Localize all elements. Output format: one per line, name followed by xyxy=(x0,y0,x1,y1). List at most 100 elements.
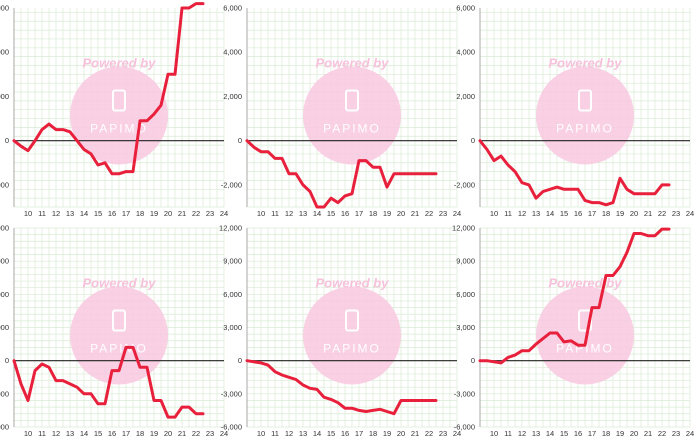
data-point xyxy=(97,402,99,405)
x-tick-label: 20 xyxy=(397,209,405,218)
x-tick-label: 15 xyxy=(94,429,102,438)
y-tick-label: 12,000 xyxy=(219,224,242,233)
data-point xyxy=(633,192,635,195)
data-point xyxy=(386,186,388,188)
watermark-circle xyxy=(536,66,634,165)
watermark-text: Powered by xyxy=(83,276,157,291)
series-line xyxy=(245,359,438,416)
data-point xyxy=(528,184,530,186)
data-point xyxy=(640,192,642,195)
watermark-circle xyxy=(536,286,634,385)
data-point xyxy=(195,412,197,415)
y-tick-label: 0 xyxy=(238,136,242,145)
data-point xyxy=(479,139,481,142)
watermark-text: Powered by xyxy=(83,56,157,71)
x-tick-label: 14 xyxy=(80,429,88,438)
x-tick-label: 23 xyxy=(672,429,680,438)
data-point xyxy=(160,104,162,107)
data-point xyxy=(181,406,183,408)
x-tick-label: 23 xyxy=(672,209,680,218)
data-point xyxy=(316,388,318,391)
series-line xyxy=(12,2,205,176)
data-point xyxy=(549,188,551,191)
data-point xyxy=(153,113,155,115)
x-tick-label: 23 xyxy=(206,429,214,438)
watermark-logo-icon xyxy=(345,309,359,332)
data-point xyxy=(55,128,57,131)
data-point xyxy=(139,366,141,369)
y-tick-label: -3,000 xyxy=(454,389,475,398)
watermark-circle xyxy=(70,286,168,385)
y-tick-label: 0 xyxy=(238,356,242,365)
series-line xyxy=(478,227,671,365)
watermark-text: Powered by xyxy=(316,56,390,71)
data-point xyxy=(591,201,593,204)
data-point xyxy=(435,173,437,175)
data-point xyxy=(295,378,297,381)
data-point xyxy=(605,274,607,277)
data-point xyxy=(365,159,367,162)
watermark-logo-icon xyxy=(578,89,592,112)
x-tick-label: 16 xyxy=(108,429,116,438)
watermark-brand: PAPIMO xyxy=(556,341,614,355)
chart-svg-4: PAPIMO Powered by -2,000 -1,000 0 1,000 2,000 3… xyxy=(0,224,228,439)
y-tick-label: -2,000 xyxy=(454,180,475,189)
x-tick-label: 15 xyxy=(94,209,102,218)
data-point xyxy=(619,177,621,180)
x-tick-label: 22 xyxy=(658,429,666,438)
y-tick-label: 3,000 xyxy=(0,257,9,266)
data-point xyxy=(626,188,628,191)
x-tick-label: 18 xyxy=(602,429,610,438)
x-tick-label: 14 xyxy=(80,209,88,218)
data-point xyxy=(493,159,495,162)
data-point xyxy=(414,173,416,175)
data-point xyxy=(330,197,332,199)
data-point xyxy=(535,197,537,199)
data-point xyxy=(281,157,283,160)
y-tick-label: -6,000 xyxy=(221,423,242,432)
x-tick-label: 10 xyxy=(24,209,32,218)
data-point xyxy=(302,184,304,186)
data-point xyxy=(612,201,614,204)
data-point xyxy=(139,119,141,122)
x-tick-label: 15 xyxy=(327,429,335,438)
data-point xyxy=(90,393,92,395)
y-tick-label: 4,000 xyxy=(456,48,475,57)
y-tick-label: 12,000 xyxy=(452,224,475,233)
x-tick-label: 16 xyxy=(108,209,116,218)
x-tick-label: 19 xyxy=(616,429,624,438)
x-tick-label: 11 xyxy=(504,429,512,438)
x-tick-label: 12 xyxy=(285,209,293,218)
data-point xyxy=(577,344,579,346)
data-point xyxy=(104,161,106,164)
series-line xyxy=(478,139,671,207)
chart-svg-3: PAPIMO Powered by -2,000 0 2,000 4,000 6,000 10… xyxy=(454,4,694,219)
data-point xyxy=(20,145,22,147)
data-point xyxy=(202,2,204,5)
data-point xyxy=(309,387,311,390)
x-tick-label: 24 xyxy=(220,209,228,218)
y-tick-label: 4,000 xyxy=(0,224,9,233)
y-tick-label: 9,000 xyxy=(456,257,475,266)
x-tick-label: 22 xyxy=(658,209,666,218)
x-tick-label: 11 xyxy=(271,209,279,218)
x-tick-label: 13 xyxy=(299,209,307,218)
data-point xyxy=(421,399,423,402)
x-tick-label: 12 xyxy=(518,209,526,218)
data-point xyxy=(358,159,360,162)
y-tick-label: 6,000 xyxy=(456,4,475,13)
chart-svg-6: PAPIMO Powered by -6,000 -3,000 0 3,000 6,000 9… xyxy=(452,224,694,439)
x-tick-label: 12 xyxy=(52,209,60,218)
x-tick-label: 18 xyxy=(602,209,610,218)
watermark-brand: PAPIMO xyxy=(90,121,148,135)
data-point xyxy=(13,359,15,362)
x-tick-label: 22 xyxy=(425,429,433,438)
y-tick-label: 2,000 xyxy=(223,92,242,101)
data-point xyxy=(202,412,204,415)
x-tick-label: 22 xyxy=(425,209,433,218)
x-tick-label: 13 xyxy=(532,429,540,438)
data-point xyxy=(421,173,423,175)
data-point xyxy=(34,139,36,142)
data-point xyxy=(661,228,663,230)
data-point xyxy=(598,201,600,204)
